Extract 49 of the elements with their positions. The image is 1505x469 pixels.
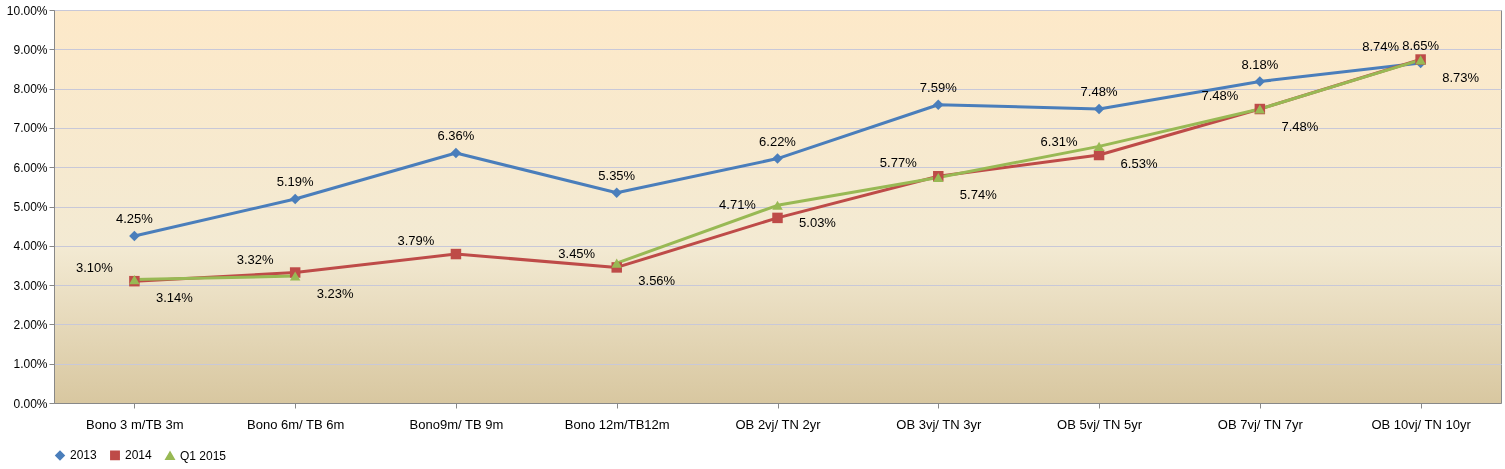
x-tick-label: Bono 3 m/TB 3m <box>86 416 184 432</box>
x-tick-label: Bono 6m/ TB 6m <box>247 416 345 432</box>
x-tick-label: OB 2vj/ TN 2yr <box>735 416 822 432</box>
x-tick-label: Bono 12m/TB12m <box>564 416 670 432</box>
x-tick-label: OB 10vj/ TN 10yr <box>1371 416 1472 432</box>
data-label: 3.10% <box>75 260 114 276</box>
y-tick-label: 2.00% <box>13 317 48 332</box>
x-tick-label: OB 7vj/ TN 7yr <box>1217 416 1304 432</box>
data-label: 5.35% <box>598 167 636 183</box>
data-label: 6.31% <box>1040 134 1078 150</box>
data-label: 7.48% <box>1281 119 1319 135</box>
x-tick-label: OB 3vj/ TN 3yr <box>896 416 982 432</box>
data-label: 3.23% <box>316 286 355 302</box>
data-label: 5.19% <box>276 174 315 190</box>
data-label: 5.03% <box>799 215 837 231</box>
data-label: 6.53% <box>1120 156 1158 172</box>
data-label: 7.48% <box>1080 84 1118 100</box>
y-tick-label: 1.00% <box>13 357 48 372</box>
legend-label: 2013 <box>70 448 98 463</box>
data-label: 3.32% <box>236 251 275 267</box>
data-label: 8.74% <box>1362 38 1400 54</box>
data-label: 8.65% <box>1402 38 1440 54</box>
data-label: 4.71% <box>719 196 757 212</box>
y-tick-label: 0.00% <box>13 396 48 411</box>
x-tick-label: Bono9m/ TB 9m <box>409 416 504 432</box>
data-label: 3.14% <box>155 289 194 305</box>
legend-label: Q1 2015 <box>180 448 227 463</box>
data-label: 6.22% <box>759 133 797 149</box>
y-tick-label: 4.00% <box>13 239 48 254</box>
data-label: 8.18% <box>1241 56 1279 72</box>
y-tick-label: 7.00% <box>13 121 48 136</box>
data-label: 7.48% <box>1201 88 1239 104</box>
y-tick-label: 3.00% <box>13 278 48 293</box>
data-label: 6.36% <box>437 128 475 144</box>
data-label: 5.77% <box>879 155 918 171</box>
data-label: 4.25% <box>115 210 154 226</box>
data-label: 8.73% <box>1442 69 1480 85</box>
legend-label: 2014 <box>125 448 153 463</box>
data-label: 3.45% <box>558 246 596 262</box>
data-label: 7.59% <box>919 79 958 95</box>
y-tick-label: 8.00% <box>13 82 48 97</box>
data-label: 5.74% <box>959 187 998 203</box>
y-tick-label: 10.00% <box>6 3 48 18</box>
data-label: 3.79% <box>397 233 435 249</box>
y-tick-label: 5.00% <box>13 200 48 214</box>
y-tick-label: 9.00% <box>13 42 48 57</box>
y-tick-label: 6.00% <box>13 160 48 175</box>
x-tick-label: OB 5vj/ TN 5yr <box>1057 416 1143 432</box>
data-label: 3.56% <box>638 273 676 289</box>
